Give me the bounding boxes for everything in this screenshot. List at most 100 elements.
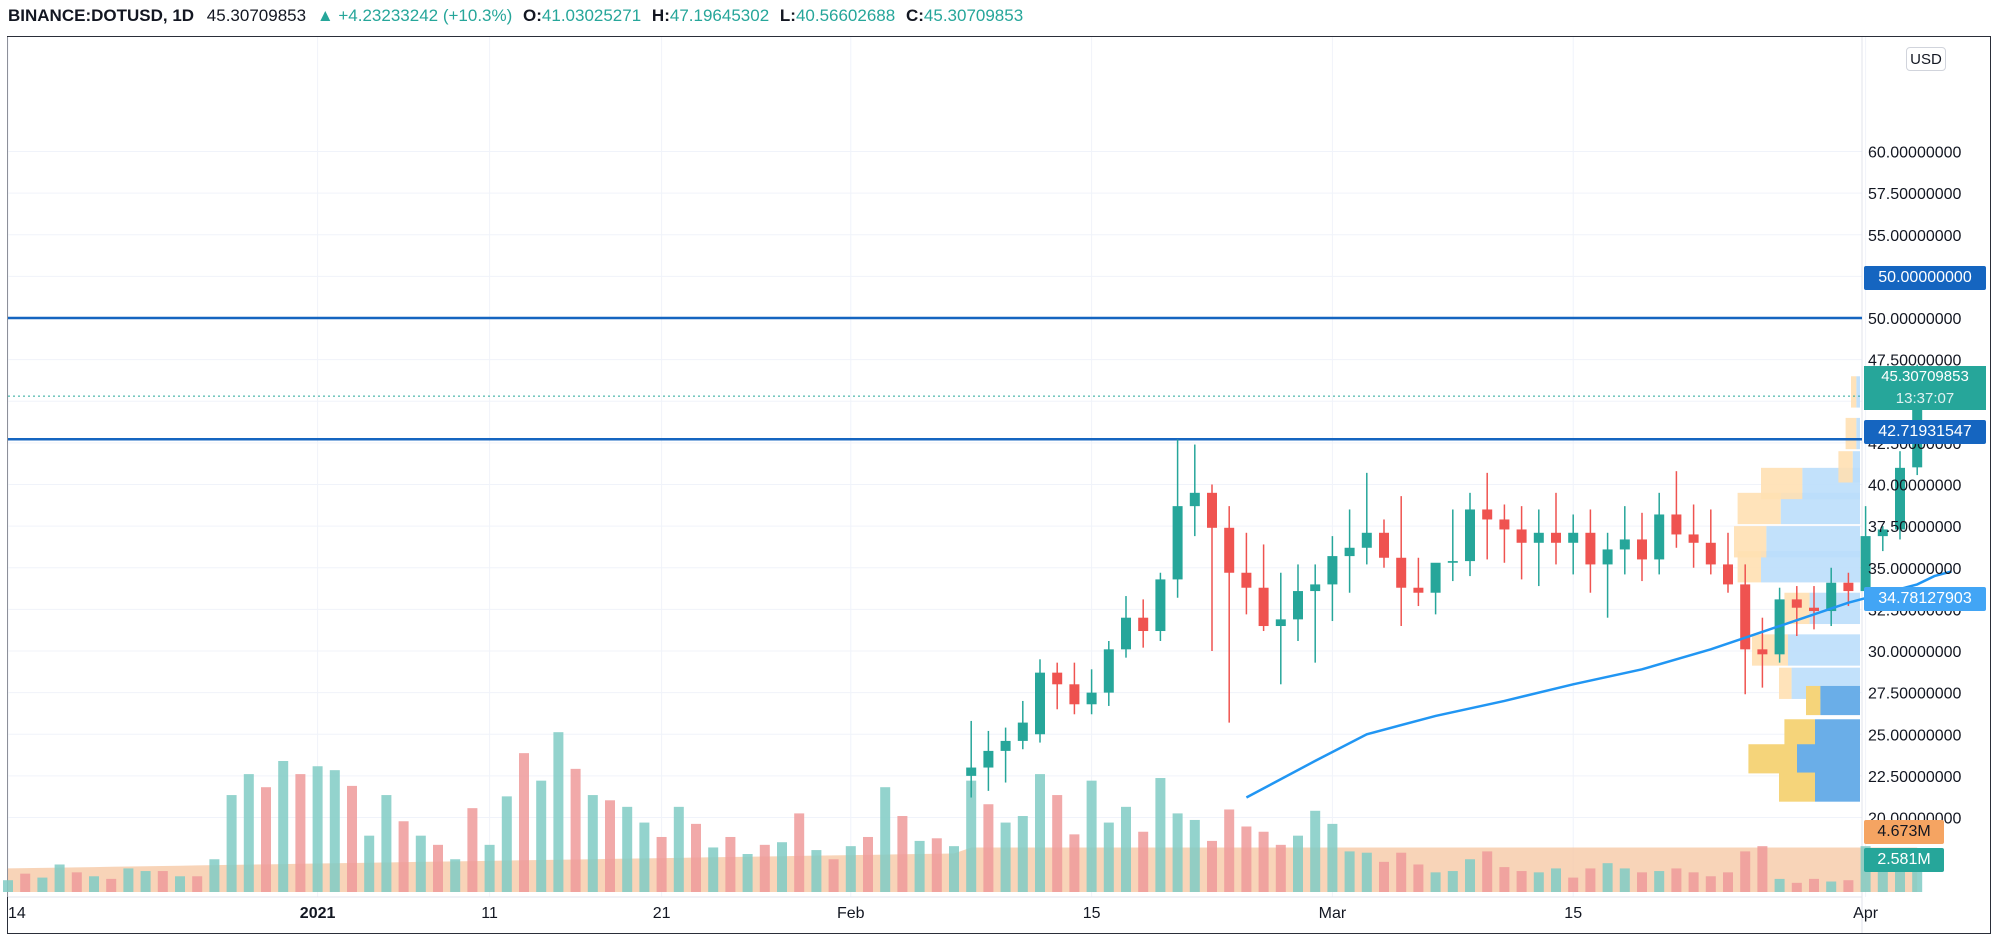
volume-bar [983, 804, 994, 892]
candle-body [1224, 527, 1235, 573]
volume-bar [1138, 831, 1149, 892]
y-tick-label: 40.00000000 [1868, 478, 1962, 495]
volume-bar [845, 846, 856, 892]
volume-bar [1551, 868, 1561, 892]
candle-body [1533, 532, 1544, 543]
volume-bar [708, 847, 719, 892]
volume-bar [140, 871, 151, 892]
candle-body [1516, 529, 1527, 543]
volume-bar [209, 859, 220, 892]
volume-profile-bar [1820, 685, 1860, 716]
volume-bar [312, 766, 323, 892]
candle-body [1361, 532, 1372, 548]
volume-bar [777, 842, 787, 892]
volume-bar [1671, 868, 1682, 892]
candle-body [1258, 587, 1269, 627]
candle-body [1602, 549, 1613, 565]
last-price-value: 45.30709853 [206, 6, 307, 25]
volume-profile-bar [1856, 376, 1860, 408]
volume-bar [1121, 806, 1131, 892]
candle-body [966, 767, 977, 776]
symbol-label[interactable]: BINANCE:DOTUSD, 1D [8, 6, 195, 25]
x-tick-label: 21 [653, 905, 671, 922]
chart-header: BINANCE:DOTUSD, 1D 45.30709853 ▲ +4.2323… [8, 4, 1023, 28]
volume-bar [467, 808, 478, 892]
candle-body [1430, 562, 1441, 593]
volume-bar [54, 864, 65, 892]
volume-bar [1499, 867, 1510, 892]
volume-bar [1189, 819, 1200, 892]
volume-bar [329, 770, 340, 892]
volume-bar [1585, 868, 1596, 892]
volume-bar [295, 774, 306, 892]
y-tick-label: 47.50000000 [1868, 353, 1962, 370]
volume-bar [1293, 835, 1303, 892]
y-tick-label: 30.00000000 [1868, 644, 1962, 661]
volume-label-2: 2.581M [1864, 848, 1944, 872]
volume-bar [966, 780, 977, 892]
volume-bar [1310, 810, 1321, 892]
volume-bar [364, 835, 375, 892]
volume-bar [226, 795, 237, 892]
candle-body [1086, 692, 1097, 705]
volume-bar [656, 836, 667, 892]
volume-bar [570, 768, 581, 892]
support-price-label: 42.71931547 [1864, 420, 1986, 444]
volume-bar [1568, 877, 1579, 892]
candle-body [1447, 561, 1458, 563]
candle-body [1344, 547, 1355, 557]
high-label: H: [651, 6, 670, 25]
candle-body [1568, 532, 1579, 543]
volume-bar [931, 838, 942, 892]
volume-bar [1327, 823, 1338, 892]
candle-body [1103, 649, 1114, 693]
volume-profile-bar [1784, 719, 1815, 749]
candle-body [1413, 587, 1424, 593]
volume-bar [501, 796, 512, 892]
ma-price-label: 34.78127903 [1864, 587, 1986, 611]
candle-body [1379, 532, 1389, 558]
volume-bar [1447, 871, 1458, 892]
candle-body [1757, 649, 1768, 655]
volume-profile-bar [1737, 551, 1761, 583]
currency-button[interactable]: USD [1906, 47, 1946, 71]
volume-bar [381, 795, 392, 892]
volume-profile-bar [1788, 634, 1860, 666]
volume-bar [398, 821, 409, 892]
volume-bar [89, 876, 99, 892]
volume-bar [880, 787, 891, 892]
x-tick-label: 2021 [300, 905, 336, 922]
candle-body [1396, 557, 1407, 588]
volume-bar [1361, 852, 1372, 892]
open-value: 41.03025271 [541, 6, 642, 25]
volume-bar [157, 871, 168, 892]
volume-bar [1017, 816, 1028, 892]
volume-bar [1241, 826, 1252, 892]
y-tick-label: 37.50000000 [1868, 519, 1962, 536]
volume-bar [553, 732, 564, 892]
y-tick-label: 57.50000000 [1868, 186, 1962, 203]
volume-bar [1086, 780, 1097, 892]
volume-bar [433, 844, 443, 892]
volume-bar [1826, 881, 1837, 892]
volume-bar [1877, 869, 1888, 892]
volume-bar [1843, 880, 1854, 892]
candle-body [1499, 519, 1510, 530]
volume-bar [347, 785, 357, 892]
volume-ma-area [8, 847, 1918, 892]
candle-body [1619, 539, 1630, 550]
volume-profile-bar [1851, 376, 1857, 408]
volume-bar [278, 761, 289, 892]
volume-bar [691, 823, 701, 892]
candle-body [1207, 492, 1217, 528]
volume-bar [1533, 872, 1544, 892]
candle-body [1035, 672, 1045, 735]
volume-bar [519, 753, 529, 892]
x-tick-label: 15 [1564, 905, 1582, 922]
x-tick-label: Feb [837, 905, 865, 922]
change-value: ▲ +4.23233242 (+10.3%) [316, 6, 513, 25]
candle-body [1052, 672, 1063, 685]
volume-bar [1052, 795, 1063, 892]
volume-profile-bar [1806, 685, 1821, 716]
